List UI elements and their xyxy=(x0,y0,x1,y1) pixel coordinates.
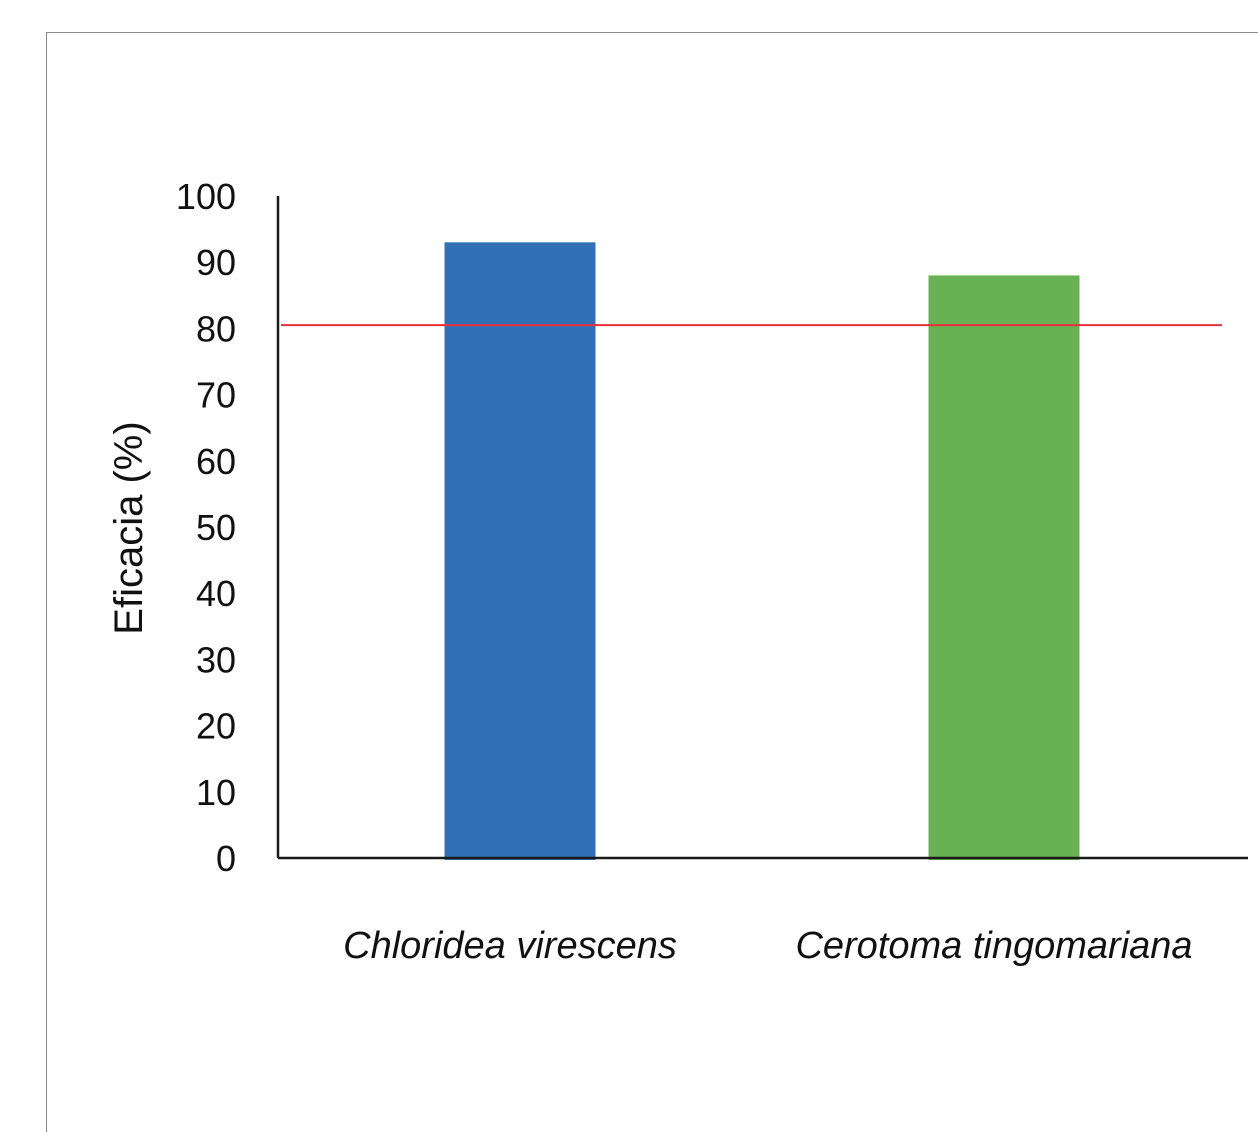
x-category-label-1: Chloridea virescens xyxy=(343,925,677,967)
bar-1 xyxy=(444,242,596,861)
y-tick-label-60: 60 xyxy=(196,441,236,482)
chart-frame xyxy=(46,32,1258,1132)
x-category-labels: Chloridea virescens Cerotoma tingomariana xyxy=(343,925,1192,967)
y-tick-label-20: 20 xyxy=(196,706,236,747)
y-tick-label-70: 70 xyxy=(196,375,236,416)
y-tick-labels: 0 10 20 30 40 50 60 70 80 90 100 xyxy=(176,176,236,879)
y-tick-label-10: 10 xyxy=(196,772,236,813)
y-axis-title: Eficacia (%) xyxy=(107,421,151,634)
y-tick-label-50: 50 xyxy=(196,507,236,548)
y-tick-label-0: 0 xyxy=(216,838,236,879)
bars xyxy=(444,242,1080,861)
y-tick-label-100: 100 xyxy=(176,176,236,217)
y-tick-label-30: 30 xyxy=(196,639,236,680)
y-tick-label-40: 40 xyxy=(196,573,236,614)
axes xyxy=(276,196,1248,860)
y-tick-label-90: 90 xyxy=(196,242,236,283)
y-tick-label-80: 80 xyxy=(196,308,236,349)
bar-2 xyxy=(928,275,1080,860)
x-category-label-2: Cerotoma tingomariana xyxy=(795,925,1192,967)
bar-chart: 0 10 20 30 40 50 60 70 80 90 100 Chloridea viresce… xyxy=(107,176,1248,967)
